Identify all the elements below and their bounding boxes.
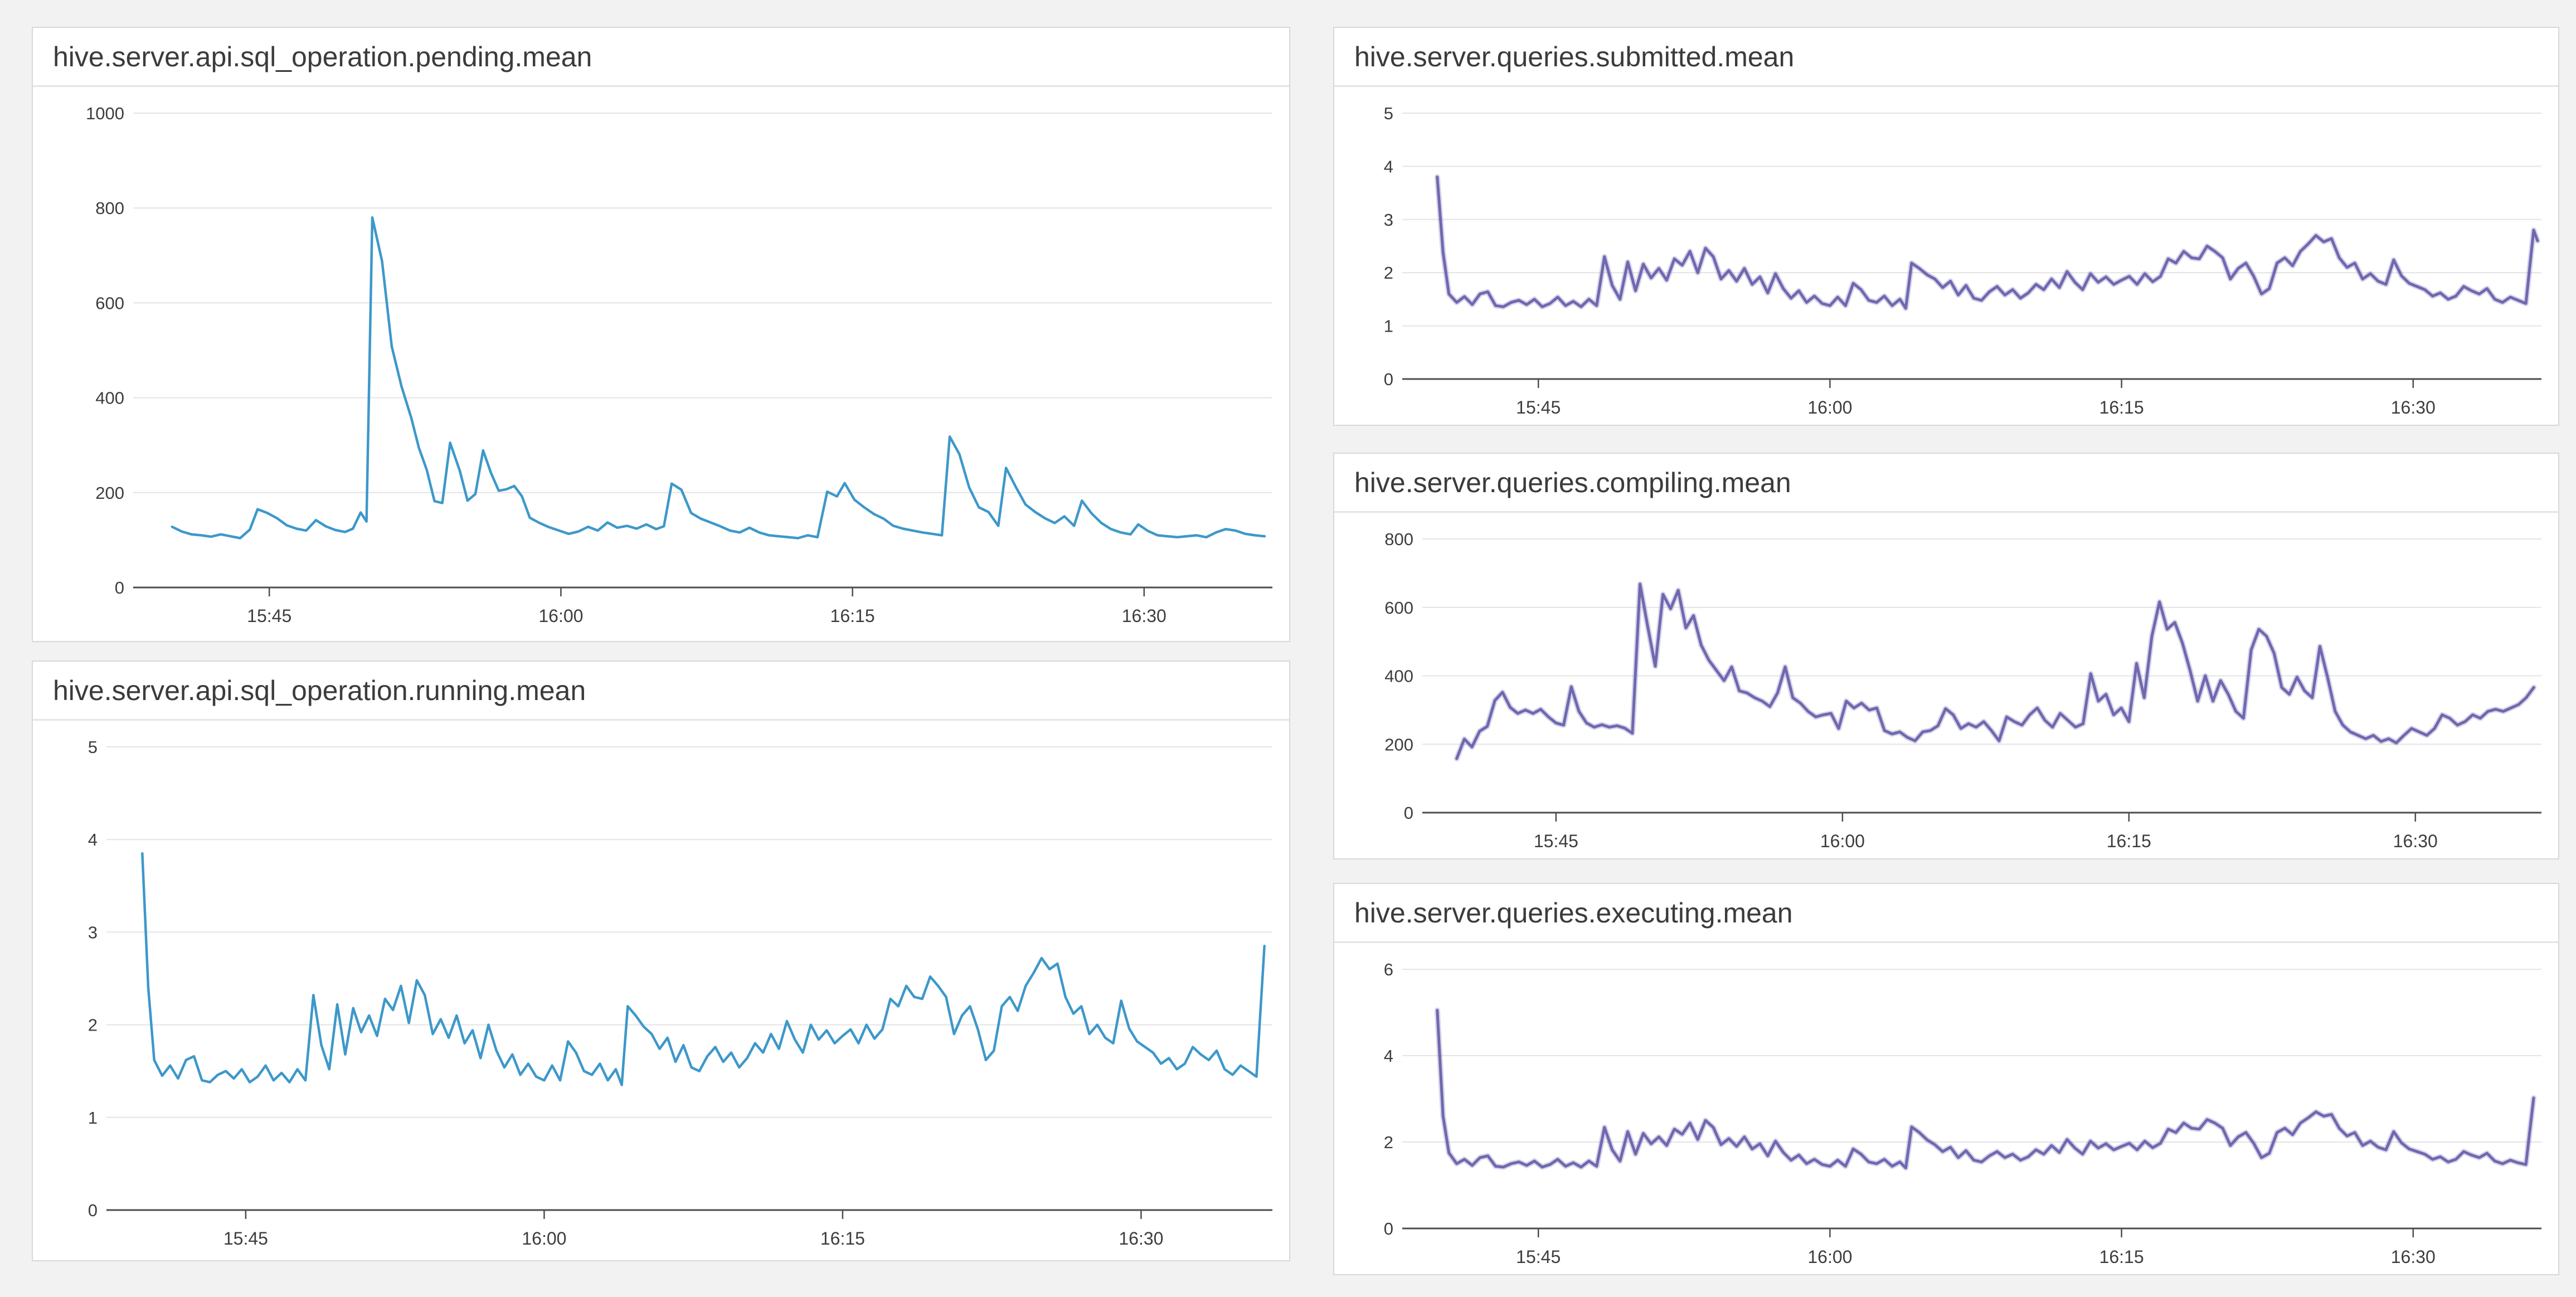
svg-text:16:00: 16:00 [1807,1247,1852,1267]
svg-text:5: 5 [1384,104,1393,123]
svg-text:200: 200 [1384,735,1413,754]
line-chart-queries-executing[interactable]: 0 2 4 6 15:45 16:00 16:15 16:30 [1334,945,2558,1274]
svg-text:16:30: 16:30 [2391,1247,2436,1267]
chart-title: hive.server.queries.executing.mean [1354,897,1793,929]
svg-text:5: 5 [88,737,98,757]
svg-text:16:30: 16:30 [1119,1228,1163,1249]
svg-text:800: 800 [95,198,124,218]
svg-text:16:15: 16:15 [2107,831,2151,851]
svg-text:3: 3 [88,922,98,942]
svg-text:15:45: 15:45 [1534,831,1578,851]
svg-text:600: 600 [95,293,124,313]
svg-text:0: 0 [88,1201,98,1220]
svg-text:16:15: 16:15 [2099,1247,2144,1267]
chart-panel-header: hive.server.api.sql_operation.pending.me… [33,28,1289,87]
svg-text:16:30: 16:30 [1122,606,1167,626]
svg-text:16:00: 16:00 [538,606,583,626]
chart-title: hive.server.api.sql_operation.pending.me… [53,41,592,72]
chart-panel-queries-submitted: hive.server.queries.submitted.mean 0 1 2 3 4… [1333,27,2559,426]
svg-text:0: 0 [1384,1219,1393,1238]
line-chart-queries-submitted[interactable]: 0 1 2 3 4 5 15:45 16:00 16:15 16:30 [1334,89,2558,425]
svg-text:2: 2 [1384,1133,1393,1152]
chart-panel-header: hive.server.queries.submitted.mean [1334,28,2558,87]
svg-text:3: 3 [1384,210,1393,230]
svg-text:400: 400 [1384,667,1413,686]
svg-text:6: 6 [1384,960,1393,979]
svg-text:1: 1 [88,1108,98,1128]
svg-text:15:45: 15:45 [223,1228,268,1249]
svg-text:16:15: 16:15 [2099,397,2144,417]
chart-title: hive.server.queries.compiling.mean [1354,467,1791,498]
svg-text:1000: 1000 [86,104,124,123]
svg-text:0: 0 [1404,803,1413,823]
svg-text:15:45: 15:45 [1516,397,1561,417]
chart-panel-header: hive.server.queries.compiling.mean [1334,454,2558,513]
chart-panel-queries-executing: hive.server.queries.executing.mean 0 2 4 6 1… [1333,883,2559,1275]
svg-text:0: 0 [115,578,124,598]
svg-text:16:00: 16:00 [522,1228,566,1249]
svg-text:16:00: 16:00 [1820,831,1865,851]
chart-panel-sql-operation-pending: hive.server.api.sql_operation.pending.me… [32,27,1290,642]
svg-text:2: 2 [1384,263,1393,283]
svg-text:16:30: 16:30 [2393,831,2438,851]
svg-text:4: 4 [88,830,98,849]
svg-text:16:15: 16:15 [820,1228,865,1249]
chart-panel-sql-operation-running: hive.server.api.sql_operation.running.me… [32,660,1290,1261]
svg-text:200: 200 [95,483,124,503]
line-chart-sql-operation-pending[interactable]: 0 200 400 600 800 1000 15:45 16:00 16:15 16:30 [33,89,1289,641]
svg-text:800: 800 [1384,530,1413,549]
line-chart-queries-compiling[interactable]: 0 200 400 600 800 15:45 16:00 16:15 16:30 [1334,514,2558,858]
svg-text:15:45: 15:45 [1516,1247,1561,1267]
svg-text:16:00: 16:00 [1807,397,1852,417]
svg-text:16:15: 16:15 [830,606,875,626]
chart-title: hive.server.api.sql_operation.running.me… [53,674,586,706]
svg-text:4: 4 [1384,1046,1393,1066]
svg-text:600: 600 [1384,598,1413,618]
svg-text:16:30: 16:30 [2391,397,2436,417]
chart-title: hive.server.queries.submitted.mean [1354,41,1795,72]
svg-text:0: 0 [1384,370,1393,389]
chart-panel-queries-compiling: hive.server.queries.compiling.mean 0 200 4… [1333,453,2559,859]
svg-text:15:45: 15:45 [247,606,291,626]
chart-panel-header: hive.server.queries.executing.mean [1334,884,2558,943]
svg-text:4: 4 [1384,157,1393,176]
chart-panel-header: hive.server.api.sql_operation.running.me… [33,662,1289,721]
line-chart-sql-operation-running[interactable]: 0 1 2 3 4 5 15:45 16:00 16:15 16:30 [33,722,1289,1260]
svg-text:1: 1 [1384,317,1393,336]
svg-text:2: 2 [88,1016,98,1035]
svg-text:400: 400 [95,388,124,408]
